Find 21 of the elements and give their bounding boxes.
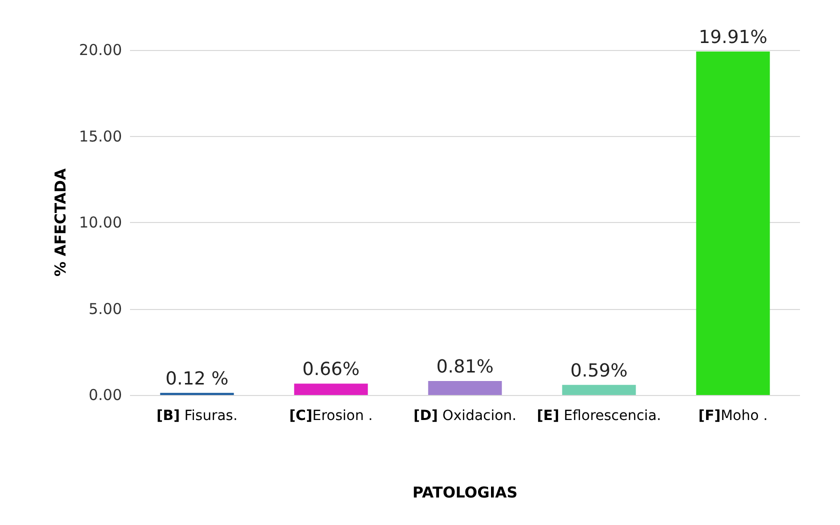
bar — [294, 384, 368, 395]
y-axis-title: % AFECTADA — [52, 168, 70, 277]
x-tick-label: [E] Eflorescencia. — [536, 408, 662, 424]
data-label: 0.59% — [570, 360, 628, 382]
x-tick-label: [D] Oxidacion. — [413, 408, 517, 424]
y-tick-label: 20.00 — [79, 41, 122, 59]
data-label: 0.12 % — [166, 368, 228, 390]
y-tick-label: 15.00 — [79, 127, 122, 146]
y-tick-label: 5.00 — [88, 300, 122, 318]
x-axis-title: PATOLOGIAS — [412, 484, 518, 502]
y-tick-label: 0.00 — [88, 386, 122, 404]
bar — [696, 52, 770, 395]
data-label: 19.91% — [698, 27, 768, 48]
bar — [428, 381, 502, 395]
bar — [562, 384, 636, 395]
x-tick-label: [F]Moho . — [698, 408, 768, 424]
y-tick-label: 10.00 — [79, 214, 122, 232]
data-label: 0.66% — [302, 359, 360, 380]
x-tick-label: [C]Erosion . — [289, 408, 373, 424]
data-label: 0.81% — [436, 356, 494, 378]
x-tick-label: [B] Fisuras. — [156, 408, 238, 424]
